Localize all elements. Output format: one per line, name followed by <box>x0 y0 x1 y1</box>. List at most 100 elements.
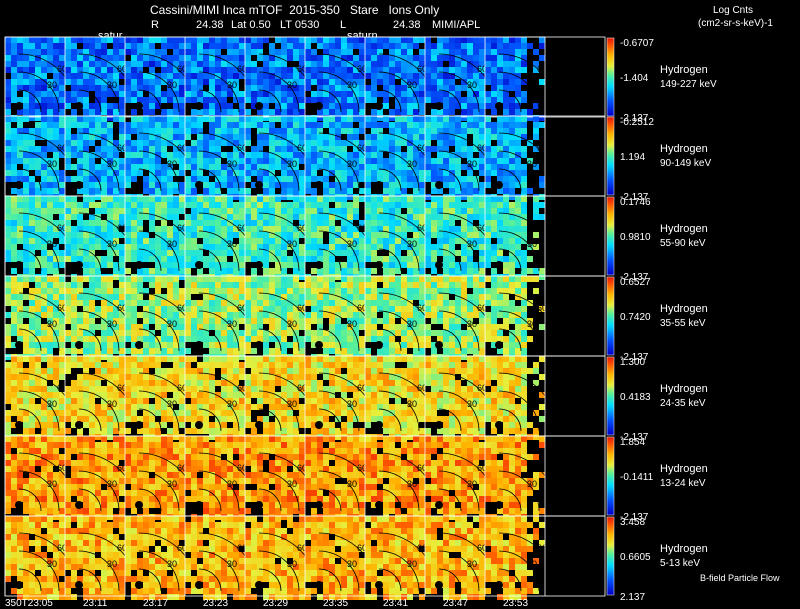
contour-label: 30 <box>407 559 417 569</box>
contour-label: 60 <box>177 64 187 74</box>
flow-label: B-field Particle Flow <box>700 573 780 583</box>
colorbar-mid-label: -0.1411 <box>620 472 654 483</box>
contour-arc <box>498 212 558 272</box>
contour-label: 30 <box>107 239 117 249</box>
contour-arc <box>198 568 222 592</box>
colorbar <box>606 356 615 436</box>
saturn-marker <box>135 341 143 349</box>
contour-arc <box>498 470 540 512</box>
contour-arc <box>498 168 522 192</box>
contour-arc <box>258 168 282 192</box>
contour-label: 30 <box>467 80 477 90</box>
saturn-marker <box>495 341 503 349</box>
contour-label: 60 <box>417 223 427 233</box>
saturn-marker <box>75 341 83 349</box>
contour-arc <box>198 328 222 352</box>
contour-label: 30 <box>227 319 237 329</box>
colorbar-mid-label: 0.9810 <box>620 232 651 243</box>
energy-range-label: 13-24 keV <box>660 478 706 489</box>
contour-arc <box>78 230 120 272</box>
species-label: Hydrogen <box>660 143 708 155</box>
contour-arc <box>438 310 480 352</box>
contour-arc <box>78 470 120 512</box>
contour-label: 30 <box>47 399 57 409</box>
contour-label: 30 <box>347 80 357 90</box>
saturn-marker <box>135 102 143 110</box>
contour-label: 60 <box>537 143 547 153</box>
contour-arc <box>78 310 120 352</box>
saturn-marker <box>255 421 263 429</box>
l-value: 24.38 <box>393 19 421 31</box>
contour-arc <box>498 328 522 352</box>
energy-range-label: 149-227 keV <box>660 79 717 90</box>
contour-label: 60 <box>477 383 487 393</box>
contour-arc <box>198 150 240 192</box>
contour-label: 60 <box>177 463 187 473</box>
colorbar <box>606 276 615 356</box>
contour-arc <box>138 568 162 592</box>
saturn-marker <box>435 341 443 349</box>
saturn-marker <box>315 581 323 589</box>
contour-arc <box>438 568 462 592</box>
contour-label: 60 <box>297 383 307 393</box>
contour-arc <box>498 488 522 512</box>
colorbar-max-label: 0.6527 <box>620 277 651 288</box>
saturn-marker <box>195 501 203 509</box>
contour-label: 60 <box>237 143 247 153</box>
contour-arc <box>138 488 162 512</box>
contour-arc <box>258 408 282 432</box>
contour-arc <box>198 248 222 272</box>
contour-arc <box>318 310 360 352</box>
contour-label: 30 <box>167 319 177 329</box>
contour-arc <box>498 568 522 592</box>
contour-arc <box>78 150 120 192</box>
contour-arc <box>318 328 342 352</box>
saturn-marker <box>495 581 503 589</box>
contour-arc <box>378 248 402 272</box>
colorbar-max-label: 0.1746 <box>620 197 651 208</box>
contour-label: 60 <box>357 543 367 553</box>
contour-label: 60 <box>177 383 187 393</box>
contour-label: 30 <box>107 479 117 489</box>
contour-arc <box>318 390 360 432</box>
contour-label: 60 <box>117 543 127 553</box>
contour-label: 30 <box>47 319 57 329</box>
contour-label: 60 <box>477 223 487 233</box>
contour-label: 60 <box>57 223 67 233</box>
contour-label: 30 <box>467 159 477 169</box>
colorbar-mid-label: 0.4183 <box>620 392 651 403</box>
saturn-marker <box>495 181 503 189</box>
saturn-marker <box>135 421 143 429</box>
contour-arc <box>258 328 282 352</box>
contour-arc <box>318 248 342 272</box>
saturn-marker <box>255 341 263 349</box>
contour-label: 30 <box>107 319 117 329</box>
contour-label: 30 <box>47 239 57 249</box>
contour-arc <box>498 408 522 432</box>
contour-arc <box>378 292 438 352</box>
contour-arc <box>258 150 300 192</box>
contour-arc <box>198 470 240 512</box>
contour-arc <box>198 408 222 432</box>
contour-label: 60 <box>177 543 187 553</box>
contour-arc <box>438 89 462 113</box>
contour-label: 60 <box>477 64 487 74</box>
contour-arc <box>198 132 258 192</box>
contour-arc <box>78 71 120 113</box>
contour-label: 30 <box>287 239 297 249</box>
saturn-marker <box>495 261 503 269</box>
contour-label: 90 <box>547 365 557 375</box>
contour-arc <box>438 470 480 512</box>
